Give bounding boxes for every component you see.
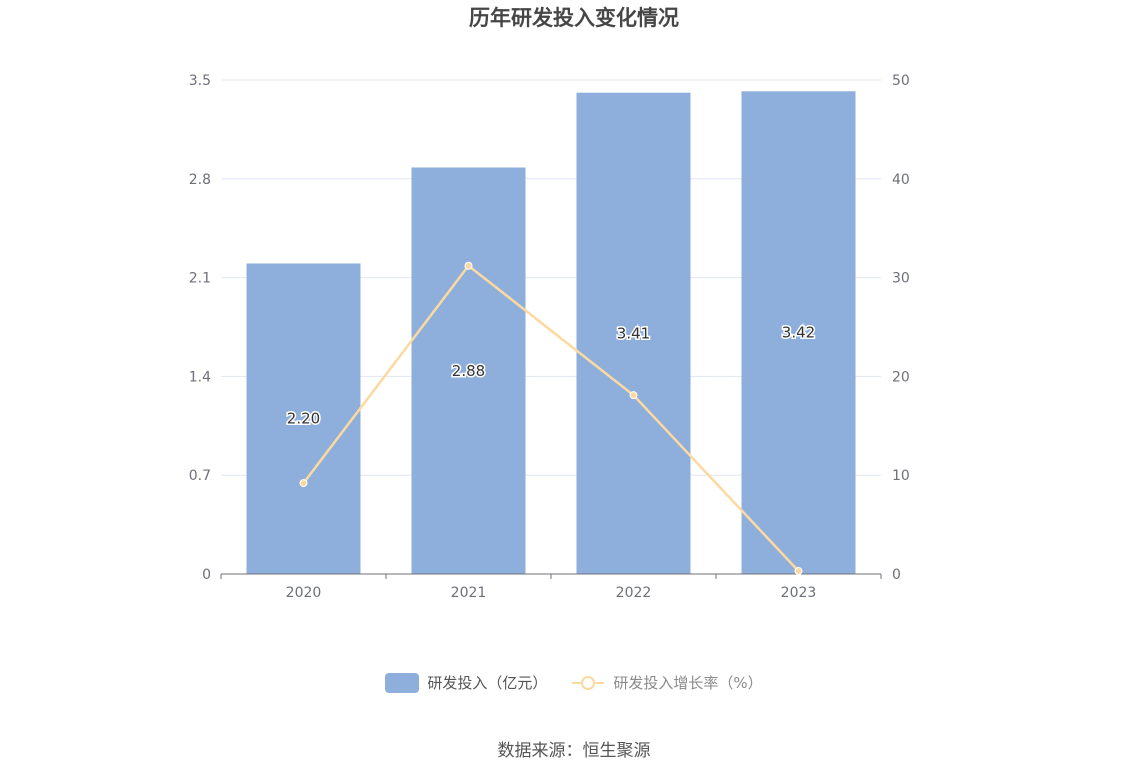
bar-value-label: 3.41 bbox=[617, 324, 650, 342]
y-left-tick-label: 3.5 bbox=[189, 73, 211, 89]
x-tick-label: 2022 bbox=[616, 585, 652, 601]
growth-point-2022[interactable] bbox=[629, 391, 638, 400]
y-right-tick-label: 30 bbox=[892, 271, 910, 287]
y-right-tick-label: 0 bbox=[892, 567, 901, 583]
growth-point-2021[interactable] bbox=[464, 261, 473, 270]
y-left-tick-label: 2.8 bbox=[189, 172, 211, 188]
y-axis-right: 0 10 20 30 40 50 bbox=[892, 73, 910, 583]
bar-value-label: 2.88 bbox=[452, 362, 485, 380]
x-tick-label: 2023 bbox=[781, 585, 817, 601]
legend-item-bar[interactable]: 研发投入（亿元） bbox=[385, 672, 547, 693]
bar-2022[interactable] bbox=[576, 92, 691, 575]
x-axis: 2020 2021 2022 2023 bbox=[220, 573, 882, 601]
growth-point-2020[interactable] bbox=[299, 479, 308, 488]
bar-legend-swatch bbox=[385, 672, 420, 693]
bar-value-label: 2.20 bbox=[287, 410, 320, 428]
legend-label-bar: 研发投入（亿元） bbox=[427, 674, 548, 692]
bar-2023[interactable] bbox=[741, 91, 856, 574]
legend-item-line[interactable]: 研发投入增长率（%） bbox=[571, 672, 763, 693]
y-left-tick-label: 0 bbox=[202, 567, 211, 583]
x-tick-label: 2021 bbox=[451, 585, 487, 601]
bar-2021[interactable] bbox=[411, 167, 526, 574]
data-source: 数据来源：恒生聚源 bbox=[497, 741, 651, 761]
y-right-tick-label: 10 bbox=[892, 468, 910, 484]
y-axis-left: 0 0.7 1.4 2.1 2.8 3.5 bbox=[189, 73, 211, 583]
bar-value-label: 3.42 bbox=[782, 324, 815, 342]
y-left-tick-label: 0.7 bbox=[189, 468, 211, 484]
line-legend-icon bbox=[572, 675, 605, 690]
bar-series[interactable] bbox=[246, 91, 856, 575]
y-left-tick-label: 1.4 bbox=[189, 369, 211, 385]
line-series[interactable] bbox=[299, 261, 803, 576]
x-tick-label: 2020 bbox=[286, 585, 322, 601]
growth-rate-line bbox=[302, 263, 800, 572]
chart-title: 历年研发投入变化情况 bbox=[469, 6, 679, 30]
y-left-tick-label: 2.1 bbox=[189, 271, 211, 287]
bar-data-labels: 2.20 2.88 3.41 3.42 bbox=[285, 322, 816, 429]
bar-2020[interactable] bbox=[246, 263, 361, 574]
legend-label-line: 研发投入增长率（%） bbox=[613, 674, 763, 692]
growth-point-2023[interactable] bbox=[794, 567, 803, 576]
legend: 研发投入（亿元） 研发投入增长率（%） bbox=[0, 672, 1148, 693]
y-right-tick-label: 50 bbox=[892, 73, 910, 89]
y-right-tick-label: 20 bbox=[892, 369, 910, 385]
y-right-tick-label: 40 bbox=[892, 172, 910, 188]
